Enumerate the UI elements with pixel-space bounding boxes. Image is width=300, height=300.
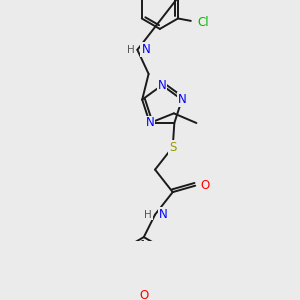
Text: Cl: Cl <box>197 16 209 29</box>
Text: O: O <box>139 289 148 300</box>
Text: H: H <box>144 210 152 220</box>
Text: N: N <box>159 208 168 221</box>
Text: S: S <box>169 141 176 154</box>
Text: O: O <box>201 179 210 192</box>
Text: N: N <box>141 43 150 56</box>
Text: N: N <box>178 93 186 106</box>
Text: N: N <box>146 116 154 130</box>
Text: H: H <box>127 45 135 55</box>
Text: N: N <box>158 79 167 92</box>
